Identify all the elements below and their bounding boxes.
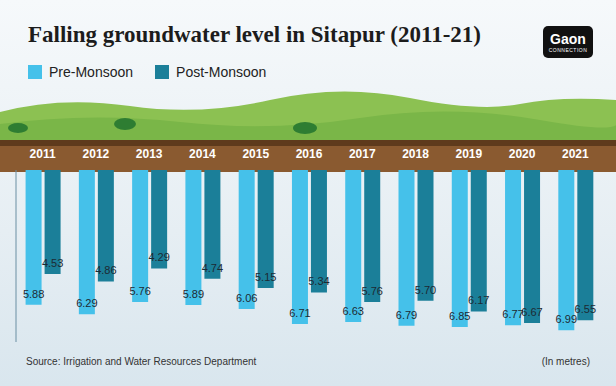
svg-text:5.34: 5.34	[308, 275, 329, 287]
svg-text:2015: 2015	[242, 147, 269, 161]
svg-text:6.17: 6.17	[468, 294, 489, 306]
svg-text:6.71: 6.71	[289, 307, 310, 319]
svg-text:6.67: 6.67	[521, 306, 542, 318]
svg-text:2017: 2017	[349, 147, 376, 161]
svg-text:5.76: 5.76	[362, 285, 383, 297]
svg-text:5.89: 5.89	[183, 288, 204, 300]
svg-text:5.70: 5.70	[415, 284, 436, 296]
svg-text:6.77: 6.77	[502, 308, 524, 321]
html-text:Source: Irrigation and Water R: Source: Irrigation and Water Resources D…	[26, 356, 257, 367]
html-text:Gaon: Gaon	[550, 31, 586, 47]
html-text:Pre-Monsoon: Pre-Monsoon	[49, 64, 133, 80]
svg-text:6.99: 6.99	[555, 313, 577, 326]
svg-text:6.63: 6.63	[343, 305, 364, 317]
html-text:Post-Monsoon: Post-Monsoon	[176, 64, 267, 80]
svg-text:6.85: 6.85	[449, 310, 470, 322]
svg-text:5.88: 5.88	[23, 288, 44, 300]
svg-text:6.79: 6.79	[396, 309, 417, 321]
svg-text:2021: 2021	[562, 147, 589, 161]
svg-text:2018: 2018	[402, 147, 429, 161]
html-text:(In metres): (In metres)	[541, 356, 590, 367]
svg-text:2014: 2014	[189, 147, 216, 161]
svg-text:2013: 2013	[136, 147, 163, 161]
svg-text:4.53: 4.53	[42, 257, 63, 269]
svg-text:6.29: 6.29	[76, 297, 97, 309]
svg-text:2012: 2012	[83, 147, 110, 161]
svg-text:4.74: 4.74	[202, 262, 223, 274]
svg-text:2016: 2016	[296, 147, 323, 161]
svg-text:5.76: 5.76	[129, 285, 150, 297]
svg-text:6.06: 6.06	[236, 292, 257, 304]
svg-text:6.55: 6.55	[575, 303, 596, 315]
html-text:CONNECTION: CONNECTION	[548, 47, 588, 53]
svg-text:2011: 2011	[30, 147, 56, 161]
svg-text:4.29: 4.29	[148, 251, 169, 263]
svg-text:5.15: 5.15	[255, 271, 276, 283]
html-text:Falling groundwater level in S: Falling groundwater level in Sitapur (20…	[28, 22, 481, 47]
svg-text:4.86: 4.86	[95, 264, 116, 276]
svg-text:2020: 2020	[509, 147, 536, 161]
svg-text:2019: 2019	[455, 147, 482, 161]
